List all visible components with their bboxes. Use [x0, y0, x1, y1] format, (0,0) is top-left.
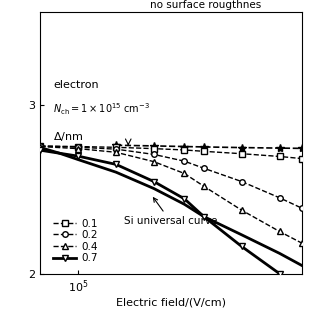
Legend: 0.1, 0.2, 0.4, 0.7: 0.1, 0.2, 0.4, 0.7 [53, 219, 98, 263]
X-axis label: Electric field/(V/cm): Electric field/(V/cm) [116, 298, 226, 308]
Text: Si universal curve: Si universal curve [124, 198, 217, 226]
Text: electron: electron [53, 80, 99, 91]
Text: $N_{\rm ch}=1\times10^{15}\ \rm cm^{-3}$: $N_{\rm ch}=1\times10^{15}\ \rm cm^{-3}$ [53, 101, 151, 117]
Text: $\Delta$/nm: $\Delta$/nm [53, 130, 84, 143]
Text: no surface rougthnes: no surface rougthnes [150, 0, 262, 10]
